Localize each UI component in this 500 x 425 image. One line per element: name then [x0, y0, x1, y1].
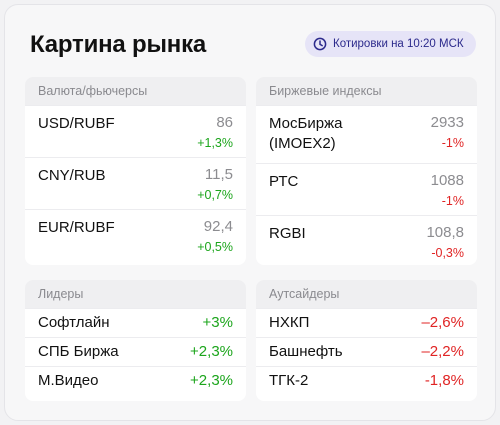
instrument-value: 86	[216, 114, 233, 131]
list-item[interactable]: РТС 1088 -1%	[256, 163, 477, 215]
currency-panel: Валюта/фьючерсы USD/RUBF 86 +1,3% CNY/RU…	[25, 77, 246, 265]
stock-change: +2,3%	[190, 372, 233, 389]
instrument-name: МосБиржа (IMOEX2)	[269, 114, 342, 154]
instrument-change: +1,3%	[197, 136, 233, 150]
instrument-change: -1%	[441, 136, 464, 150]
instrument-value: 92,4	[203, 218, 233, 235]
list-item[interactable]: ТГК-2 -1,8%	[256, 366, 477, 395]
list-item[interactable]: НХКП –2,6%	[256, 308, 477, 337]
list-item[interactable]: М.Видео +2,3%	[25, 366, 246, 395]
stock-change: +3%	[202, 314, 233, 331]
stock-name: Башнефть	[269, 343, 343, 360]
indices-panel-header: Биржевые индексы	[256, 77, 477, 105]
list-item[interactable]: EUR/RUBF 92,4 +0,5%	[25, 209, 246, 261]
instrument-name-line1: МосБиржа	[269, 115, 343, 132]
instrument-value: 1088	[430, 172, 464, 189]
stock-name: НХКП	[269, 314, 310, 331]
stock-name: М.Видео	[38, 372, 99, 389]
list-item[interactable]: СПБ Биржа +2,3%	[25, 337, 246, 366]
instrument-value: 2933	[430, 114, 464, 131]
stock-change: +2,3%	[190, 343, 233, 360]
instrument-change: -0,3%	[431, 246, 464, 260]
list-item[interactable]: CNY/RUB 11,5 +0,7%	[25, 157, 246, 209]
currency-panel-header: Валюта/фьючерсы	[25, 77, 246, 105]
instrument-name: RGBI	[269, 225, 306, 242]
stock-name: Софтлайн	[38, 314, 110, 331]
leaders-panel: Лидеры Софтлайн +3% СПБ Биржа +2,3% М.Ви…	[25, 280, 246, 401]
list-item[interactable]: МосБиржа (IMOEX2) 2933 -1%	[256, 105, 477, 163]
list-item[interactable]: Башнефть –2,2%	[256, 337, 477, 366]
indices-panel: Биржевые индексы МосБиржа (IMOEX2) 2933 …	[256, 77, 477, 265]
clock-icon	[313, 37, 327, 51]
instrument-change: +0,5%	[197, 240, 233, 254]
outsiders-panel: Аутсайдеры НХКП –2,6% Башнефть –2,2% ТГК…	[256, 280, 477, 401]
stock-change: –2,2%	[421, 343, 464, 360]
stock-change: -1,8%	[424, 372, 464, 389]
outsiders-panel-header: Аутсайдеры	[256, 280, 477, 308]
page-title: Картина рынка	[30, 31, 207, 58]
instrument-name: CNY/RUB	[38, 167, 106, 184]
instrument-name: EUR/RUBF	[38, 219, 115, 236]
list-item[interactable]: RGBI 108,8 -0,3%	[256, 215, 477, 265]
stock-name: СПБ Биржа	[38, 343, 119, 360]
instrument-value: 11,5	[204, 166, 233, 183]
quotes-time-text: Котировки на 10:20 МСК	[333, 38, 464, 50]
market-overview-card: Картина рынка Котировки на 10:20 МСК Вал…	[4, 4, 496, 421]
leaders-panel-header: Лидеры	[25, 280, 246, 308]
instrument-change: +0,7%	[197, 188, 233, 202]
instrument-name-line2: (IMOEX2)	[269, 135, 336, 152]
stock-change: –2,6%	[421, 314, 464, 331]
instrument-name: USD/RUBF	[38, 115, 115, 132]
list-item[interactable]: USD/RUBF 86 +1,3%	[25, 105, 246, 157]
instrument-value: 108,8	[426, 224, 464, 241]
quotes-time-badge: Котировки на 10:20 МСК	[305, 31, 476, 57]
instrument-change: -1%	[441, 194, 464, 208]
instrument-name: РТС	[269, 173, 299, 190]
stock-name: ТГК-2	[269, 372, 309, 389]
list-item[interactable]: Софтлайн +3%	[25, 308, 246, 337]
